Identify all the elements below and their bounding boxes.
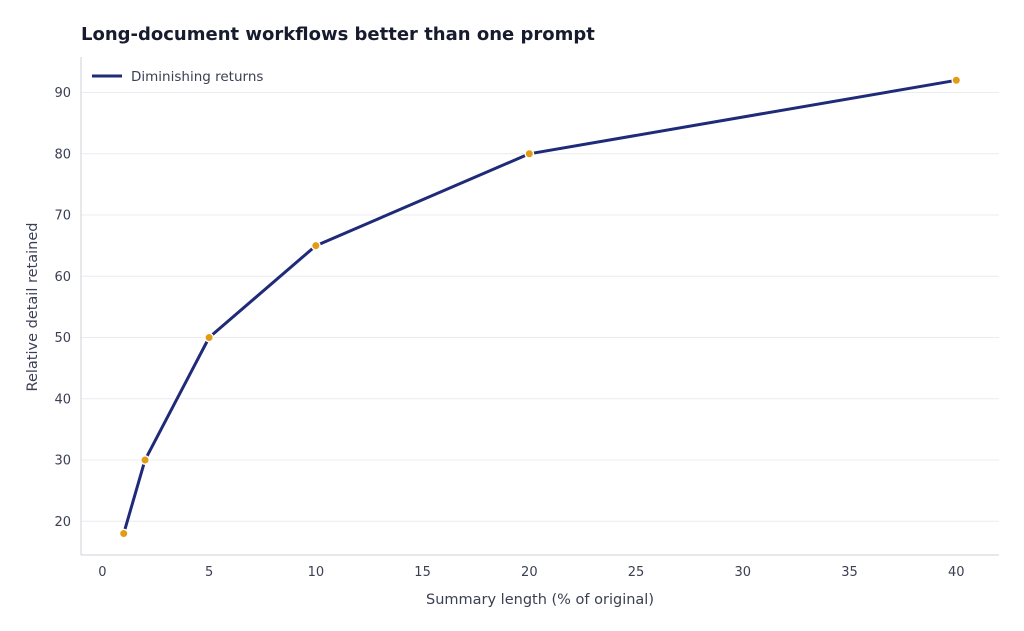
x-tick-label: 10 (308, 565, 325, 580)
x-tick-label: 35 (841, 565, 858, 580)
series-line (122, 78, 958, 536)
legend: Diminishing returns (92, 69, 263, 85)
x-tick-label: 15 (414, 565, 431, 580)
data-point (310, 240, 321, 251)
data-point (140, 455, 150, 465)
y-tick-label: 60 (54, 270, 71, 285)
series-layer (118, 75, 962, 539)
x-tick-label: 40 (948, 565, 965, 580)
y-tick-label: 70 (54, 209, 71, 224)
data-point (951, 75, 962, 86)
y-axis-label: Relative detail retained (25, 223, 41, 392)
y-tick-label: 20 (54, 515, 71, 530)
data-point (118, 528, 129, 539)
legend-entry: Diminishing returns (131, 69, 263, 85)
y-tick-label: 40 (54, 392, 71, 407)
x-tick-label: 30 (735, 565, 752, 580)
y-tick-labels: 20 30 40 50 60 70 80 90 (54, 86, 71, 530)
x-tick-labels: 0 5 10 15 20 25 30 35 40 (98, 565, 964, 580)
x-axis-label: Summary length (% of original) (426, 592, 654, 608)
y-tick-label: 90 (54, 86, 71, 101)
x-tick-label: 5 (205, 565, 213, 580)
data-point (204, 332, 214, 343)
data-point (524, 148, 535, 159)
y-tick-label: 80 (54, 147, 71, 162)
y-tick-label: 30 (54, 454, 71, 469)
axes (80, 57, 999, 556)
x-tick-label: 0 (98, 565, 106, 580)
x-tick-label: 20 (521, 565, 538, 580)
grid-lines (81, 92, 999, 522)
y-tick-label: 50 (54, 331, 71, 346)
chart-title: Long-document workflows better than one … (81, 24, 595, 45)
x-tick-label: 25 (628, 565, 645, 580)
